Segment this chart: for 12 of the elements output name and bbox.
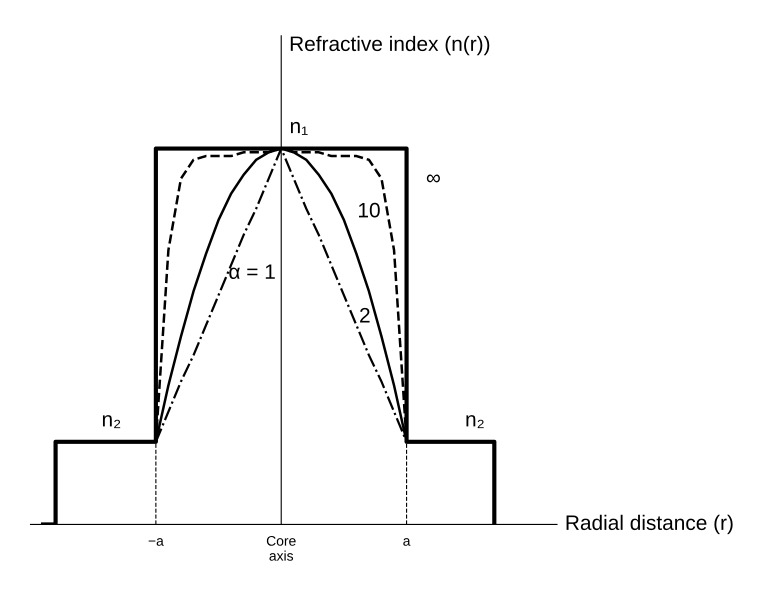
series-label: 10 xyxy=(359,202,380,218)
annotation: n₂ xyxy=(102,415,120,428)
series-label: ∞ xyxy=(426,174,440,182)
annotation: n₁ xyxy=(290,122,308,135)
x-tick-label: −a xyxy=(148,538,164,546)
x-tick-label: Core axis xyxy=(266,536,296,561)
y-axis-title: Refractive index (n(r)) xyxy=(290,36,490,56)
series-label: 2 xyxy=(360,308,370,322)
x-axis-title: Radial distance (r) xyxy=(566,514,733,534)
annotation: n₂ xyxy=(466,415,484,428)
x-tick-label: a xyxy=(403,538,410,546)
series-label: α = 1 xyxy=(229,264,275,280)
